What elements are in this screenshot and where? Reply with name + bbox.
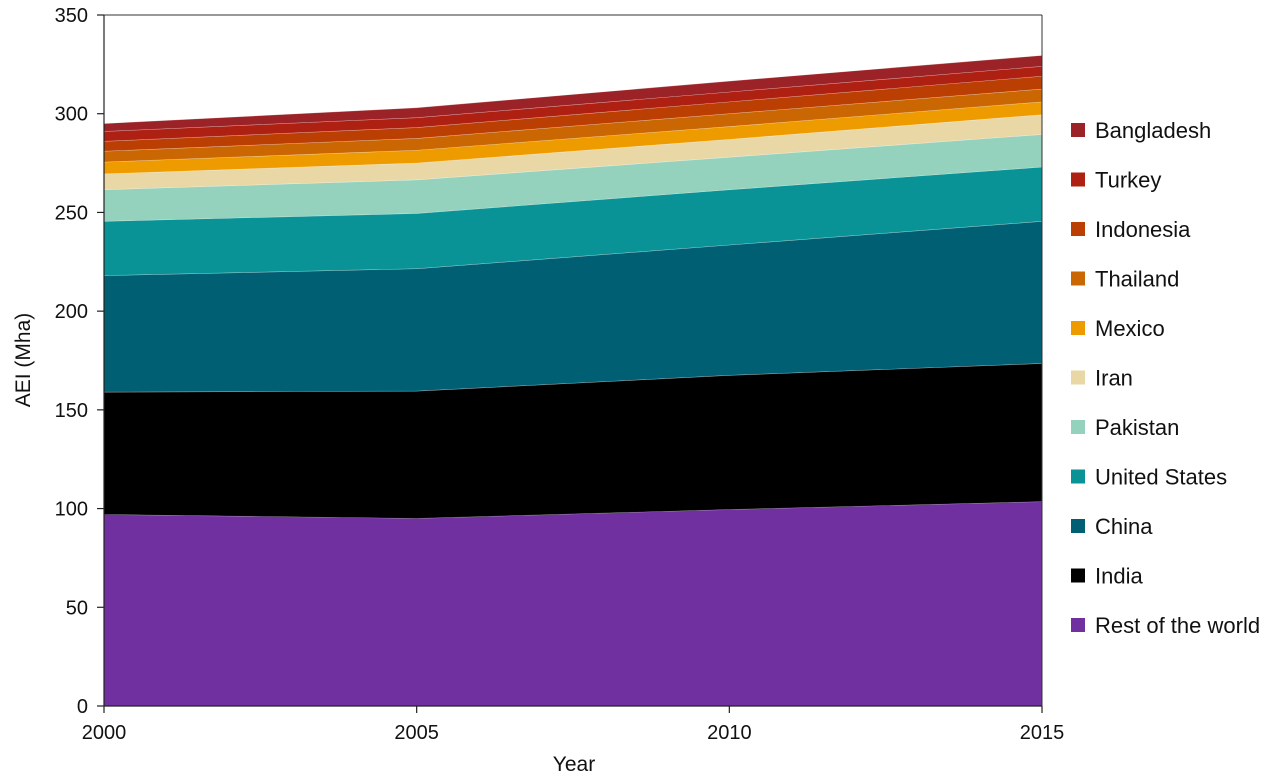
- y-tick-label: 100: [55, 499, 88, 521]
- y-axis-title: AEI (Mha): [12, 313, 35, 408]
- legend-item-india: India: [1071, 564, 1143, 589]
- y-tick-label: 0: [77, 696, 88, 718]
- legend-swatch: [1071, 568, 1085, 583]
- y-tick-label: 50: [66, 597, 88, 619]
- x-tick-label: 2005: [394, 722, 439, 744]
- plot-frame: [104, 14, 1043, 706]
- legend-item-china: China: [1071, 514, 1153, 539]
- legend-label: China: [1095, 514, 1153, 539]
- x-tick-label: 2000: [82, 722, 127, 744]
- legend-label: United States: [1095, 465, 1227, 490]
- legend-swatch: [1071, 172, 1085, 187]
- x-axis-title: Year: [553, 753, 595, 776]
- legend-swatch: [1071, 321, 1085, 335]
- y-tick-label: 350: [55, 5, 88, 27]
- legend-swatch: [1071, 222, 1085, 236]
- legend-label: Bangladesh: [1095, 118, 1211, 143]
- legend-item-iran: Iran: [1071, 366, 1133, 391]
- legend-swatch: [1071, 420, 1085, 434]
- area-rest-of-the-world: [104, 501, 1042, 706]
- legend-swatch: [1071, 123, 1085, 137]
- y-tick-label: 250: [55, 202, 88, 224]
- legend-label: Turkey: [1095, 168, 1161, 193]
- x-tick-label: 2015: [1020, 722, 1065, 744]
- legend-label: Iran: [1095, 366, 1133, 391]
- legend-item-bangladesh: Bangladesh: [1071, 118, 1211, 143]
- legend-item-indonesia: Indonesia: [1071, 217, 1191, 242]
- x-tick-label: 2010: [707, 722, 752, 744]
- legend-label: Pakistan: [1095, 415, 1179, 440]
- legend-swatch: [1071, 519, 1085, 533]
- x-axis: 2000 2005 2010 2015: [82, 705, 1065, 744]
- legend-label: Rest of the world: [1095, 613, 1260, 638]
- legend-item-united-states: United States: [1071, 465, 1227, 490]
- area-layers: [103, 55, 1043, 706]
- legend-swatch: [1071, 271, 1085, 286]
- legend-item-rest-of-the-world: Rest of the world: [1071, 613, 1260, 638]
- legend-label: Thailand: [1095, 267, 1179, 292]
- y-axis: 0 50 100 150 200 250 300 350: [55, 5, 105, 718]
- legend-label: India: [1095, 564, 1143, 589]
- legend-swatch: [1071, 469, 1085, 484]
- legend-item-thailand: Thailand: [1071, 267, 1179, 292]
- y-tick-label: 300: [55, 104, 88, 126]
- legend-label: Indonesia: [1095, 217, 1191, 242]
- legend-label: Mexico: [1095, 316, 1165, 341]
- legend-swatch: [1071, 618, 1085, 632]
- y-tick-label: 200: [55, 301, 88, 323]
- legend: Bangladesh Turkey Indonesia Thailand Mexico I…: [1071, 118, 1260, 638]
- legend-item-pakistan: Pakistan: [1071, 415, 1179, 440]
- legend-item-turkey: Turkey: [1071, 168, 1161, 193]
- legend-swatch: [1071, 370, 1085, 385]
- y-tick-label: 150: [55, 400, 88, 422]
- legend-item-mexico: Mexico: [1071, 316, 1165, 341]
